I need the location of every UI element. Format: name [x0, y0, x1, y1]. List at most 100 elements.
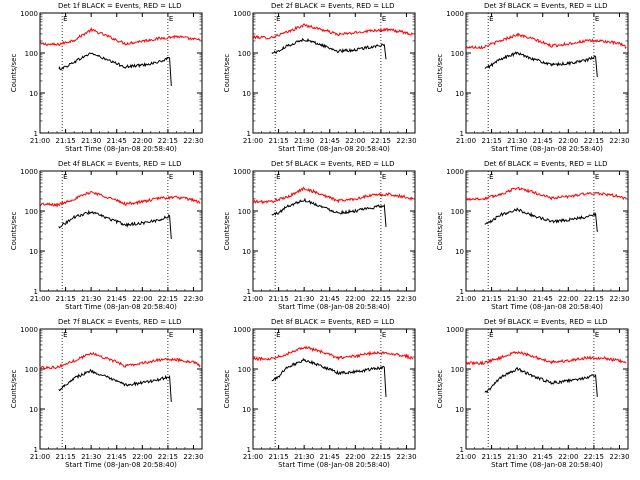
x-tick-label: 22:15: [158, 295, 178, 303]
x-tick-label: 21:15: [481, 295, 501, 303]
x-tick-label: 21:30: [81, 453, 101, 461]
x-tick-label: 21:15: [481, 137, 501, 145]
events-series-line: [484, 207, 598, 232]
x-tick-label: 21:15: [55, 137, 75, 145]
x-axis-label: Start Time (08-Jan-08 20:58:40): [278, 461, 390, 469]
y-tick-label: 1000: [233, 326, 251, 334]
x-tick-label: 21:45: [107, 295, 127, 303]
x-tick-label: 21:30: [507, 137, 527, 145]
x-tick-label: 22:00: [345, 453, 365, 461]
flare-marker-label: E: [382, 173, 386, 181]
x-tick-label: 21:15: [268, 453, 288, 461]
y-tick-label: 10: [29, 406, 38, 414]
flare-marker-label: E: [63, 331, 67, 339]
y-tick-label: 100: [25, 50, 38, 58]
flare-marker-label: E: [489, 331, 493, 339]
chart-panel-4: Det 4f BLACK = Events, RED = LLD 21:00 21:…: [10, 160, 204, 311]
chart-title: Det 3f BLACK = Events, RED = LLD: [484, 2, 607, 10]
x-tick-label: 22:15: [158, 453, 178, 461]
chart-panel-8: Det 8f BLACK = Events, RED = LLD 21:00 21:…: [223, 318, 417, 469]
plot-frame: [252, 328, 416, 450]
y-tick-label: 1000: [233, 168, 251, 176]
x-tick-label: 22:30: [609, 137, 629, 145]
events-series-line: [58, 52, 172, 86]
flare-marker-label: E: [63, 15, 67, 23]
x-axis-label: Start Time (08-Jan-08 20:58:40): [65, 461, 177, 469]
x-tick-label: 22:00: [132, 453, 152, 461]
chart-title: Det 1f BLACK = Events, RED = LLD: [58, 2, 181, 10]
chart-title: Det 2f BLACK = Events, RED = LLD: [271, 2, 394, 10]
x-tick-label: 21:00: [456, 295, 476, 303]
y-tick-label: 1000: [20, 326, 38, 334]
y-tick-label: 10: [455, 90, 464, 98]
x-tick-label: 22:30: [396, 137, 416, 145]
x-tick-label: 22:15: [371, 295, 391, 303]
y-tick-label: 1000: [20, 10, 38, 18]
x-tick-label: 21:00: [243, 453, 263, 461]
y-tick-label: 1: [247, 446, 251, 454]
chart-title: Det 6f BLACK = Events, RED = LLD: [484, 160, 607, 168]
events-series-line: [58, 368, 172, 402]
x-tick-label: 22:30: [183, 453, 203, 461]
x-tick-label: 22:15: [371, 137, 391, 145]
x-tick-label: 21:15: [268, 137, 288, 145]
x-tick-label: 21:30: [81, 295, 101, 303]
x-tick-label: 22:30: [609, 295, 629, 303]
events-series-line: [271, 37, 387, 60]
x-tick-label: 21:45: [533, 453, 553, 461]
lld-series-line: [39, 351, 201, 370]
flare-marker-label: E: [169, 15, 173, 23]
x-tick-label: 22:30: [183, 137, 203, 145]
x-tick-label: 21:15: [268, 295, 288, 303]
y-tick-label: 100: [238, 50, 251, 58]
y-tick-label: 1: [460, 288, 464, 296]
y-tick-label: 1: [34, 130, 38, 138]
y-tick-label: 1: [247, 288, 251, 296]
y-tick-label: 1000: [446, 168, 464, 176]
x-tick-label: 22:00: [345, 137, 365, 145]
y-tick-label: 1000: [20, 168, 38, 176]
x-tick-label: 22:00: [558, 453, 578, 461]
flare-marker-label: E: [169, 173, 173, 181]
y-axis-label: Counts/sec: [223, 370, 231, 409]
flare-marker-label: E: [489, 15, 493, 23]
lld-series-line: [39, 190, 201, 209]
y-axis-label: Counts/sec: [436, 370, 444, 409]
chart-title: Det 9f BLACK = Events, RED = LLD: [484, 318, 607, 326]
y-axis-label: Counts/sec: [10, 54, 18, 93]
x-axis-label: Start Time (08-Jan-08 20:58:40): [491, 303, 603, 311]
y-tick-label: 100: [451, 208, 464, 216]
y-tick-label: 100: [25, 208, 38, 216]
x-tick-label: 22:00: [558, 137, 578, 145]
x-axis-label: Start Time (08-Jan-08 20:58:40): [278, 303, 390, 311]
x-tick-label: 21:45: [107, 137, 127, 145]
x-tick-label: 21:45: [533, 137, 553, 145]
events-series-line: [271, 197, 387, 227]
x-tick-label: 22:30: [396, 453, 416, 461]
x-tick-label: 21:30: [507, 453, 527, 461]
y-axis-label: Counts/sec: [223, 212, 231, 251]
chart-title: Det 5f BLACK = Events, RED = LLD: [271, 160, 394, 168]
x-tick-label: 21:00: [30, 137, 50, 145]
y-tick-label: 1000: [446, 10, 464, 18]
flare-marker-label: E: [169, 331, 173, 339]
plot-frame: [252, 12, 416, 134]
events-series-line: [58, 209, 172, 239]
chart-panel-3: Det 3f BLACK = Events, RED = LLD 21:00 21:…: [436, 2, 630, 153]
x-tick-label: 22:15: [584, 453, 604, 461]
y-tick-label: 1000: [446, 326, 464, 334]
y-tick-label: 10: [242, 406, 251, 414]
chart-panel-6: Det 6f BLACK = Events, RED = LLD 21:00 21:…: [436, 160, 630, 311]
x-tick-label: 22:15: [371, 453, 391, 461]
plot-frame: [465, 12, 629, 134]
y-tick-label: 1000: [233, 10, 251, 18]
y-axis-label: Counts/sec: [10, 212, 18, 251]
x-tick-label: 21:30: [507, 295, 527, 303]
x-axis-label: Start Time (08-Jan-08 20:58:40): [65, 303, 177, 311]
x-tick-label: 21:30: [294, 137, 314, 145]
x-tick-label: 21:45: [533, 295, 553, 303]
y-tick-label: 1: [34, 446, 38, 454]
x-tick-label: 22:00: [345, 295, 365, 303]
x-tick-label: 21:15: [481, 453, 501, 461]
